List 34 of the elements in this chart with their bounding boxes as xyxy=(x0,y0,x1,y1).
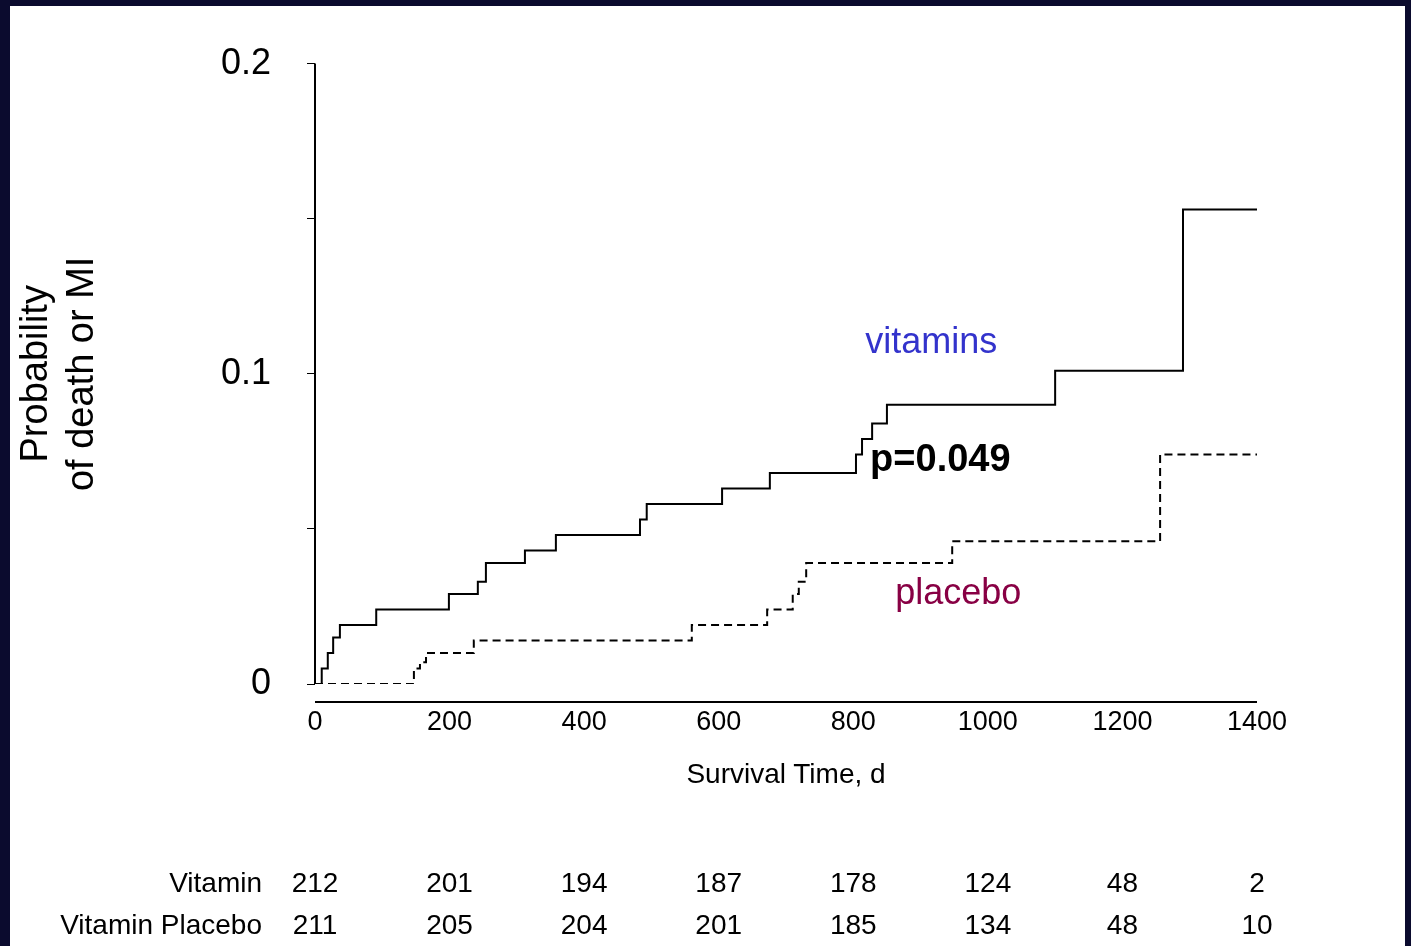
text: 204 xyxy=(560,908,608,940)
text: 124 xyxy=(964,866,1012,898)
y-tick-label: 0 xyxy=(250,660,271,702)
text: 212 xyxy=(291,866,339,898)
text: 134 xyxy=(964,908,1012,940)
series-label: placebo xyxy=(895,570,1022,612)
text: 48 xyxy=(1106,908,1139,940)
y-tick-label: 0.1 xyxy=(220,350,271,392)
x-tick-label: 400 xyxy=(561,705,607,736)
text: 185 xyxy=(829,908,877,940)
text: 178 xyxy=(829,866,877,898)
text: Vitamin xyxy=(169,866,262,898)
text: 194 xyxy=(560,866,608,898)
x-tick-label: 200 xyxy=(427,705,473,736)
text: 2 xyxy=(1249,866,1265,898)
x-tick-label: 1400 xyxy=(1226,705,1288,736)
x-tick-label: 1000 xyxy=(957,705,1018,736)
annotation: p=0.049 xyxy=(870,437,1011,480)
x-tick-label: 1200 xyxy=(1092,705,1153,736)
y-axis-title: Probability of death or MI xyxy=(13,256,101,492)
text: 201 xyxy=(426,866,473,898)
text: 187 xyxy=(695,866,743,898)
text: 48 xyxy=(1106,866,1139,898)
text: Vitamin Placebo xyxy=(60,908,262,940)
text: 10 xyxy=(1241,908,1273,940)
x-tick-label: 0 xyxy=(307,705,323,736)
x-axis-title: Survival Time, d xyxy=(686,757,886,789)
y-tick-label: 0.2 xyxy=(220,40,271,82)
text: 211 xyxy=(292,908,338,940)
x-tick-label: 800 xyxy=(830,705,876,736)
text: 201 xyxy=(695,908,743,940)
series-label: vitamins xyxy=(865,319,998,361)
text: 205 xyxy=(426,908,473,940)
x-tick-label: 600 xyxy=(696,705,742,736)
